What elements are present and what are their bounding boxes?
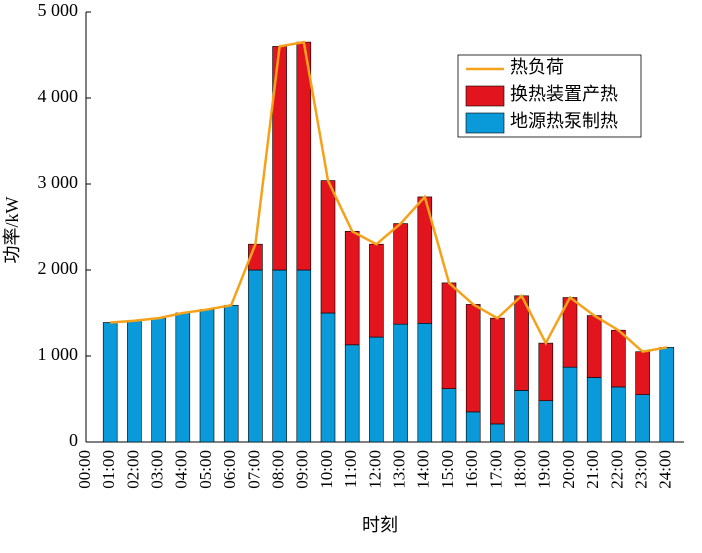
bar [635,351,650,396]
x-tick-label: 02:00 [123,450,142,489]
x-tick-label: 06:00 [220,450,239,489]
bar [465,411,481,443]
x-tick-label: 09:00 [293,450,312,489]
bar [369,336,384,443]
legend-label: 换热装置产热 [510,84,618,104]
bar [586,315,602,378]
x-tick-label: 08:00 [269,450,288,489]
bar [441,388,457,443]
x-tick-label: 11:00 [341,450,360,488]
x-tick-label: 18:00 [511,450,530,489]
bar [586,377,602,443]
y-axis-label: 功率/kW [2,196,22,263]
bar [514,390,529,443]
x-tick-label: 13:00 [390,450,409,489]
legend-swatch [465,85,505,107]
bar [490,423,505,443]
legend-label: 地源热泵制热 [510,111,618,131]
x-tick-label: 14:00 [414,450,433,489]
x-tick-label: 23:00 [632,450,651,489]
bar [344,344,360,443]
legend-label: 热负荷 [510,57,564,77]
y-tick-label: 1 000 [38,344,79,364]
bar [465,304,481,413]
bar [635,394,650,443]
x-tick-label: 24:00 [656,450,675,489]
bar [296,269,312,443]
x-tick-label: 00:00 [75,450,94,489]
y-tick-label: 4 000 [38,86,79,106]
bar [223,304,239,443]
bar [441,282,457,389]
x-tick-label: 01:00 [99,450,118,489]
bar [393,323,408,443]
bar [538,342,554,402]
x-tick-label: 12:00 [365,450,384,489]
bar [514,295,529,391]
line [110,40,668,354]
x-tick-label: 10:00 [317,450,336,489]
x-axis-label: 时刻 [362,515,398,535]
bar [344,231,360,346]
bar [151,317,166,443]
bar [248,269,263,443]
bar [659,347,675,443]
bar [490,317,505,425]
y-tick-label: 2 000 [38,258,79,278]
bar [393,223,408,325]
x-tick-label: 16:00 [462,450,481,489]
legend-swatch [465,112,505,134]
x-tick-label: 20:00 [559,450,578,489]
bar [199,309,215,443]
bar [369,243,384,338]
x-tick-label: 22:00 [607,450,626,489]
y-tick-label: 0 [69,430,78,450]
bar [102,322,118,443]
x-tick-label: 17:00 [486,450,505,489]
bar [320,180,336,314]
bar [611,329,626,388]
bar [320,312,336,443]
bar [127,320,142,443]
x-tick-label: 04:00 [172,450,191,489]
x-tick-label: 07:00 [244,450,263,489]
x-tick-label: 05:00 [196,450,215,489]
bar [611,386,626,443]
y-tick-label: 3 000 [38,172,79,192]
bar [272,269,287,443]
x-tick-label: 21:00 [583,450,602,489]
bar [562,366,578,443]
bar [417,323,433,443]
bar [538,400,554,443]
y-tick-label: 5 000 [38,0,79,20]
x-tick-label: 15:00 [438,450,457,489]
bar [175,312,191,443]
x-tick-label: 19:00 [535,450,554,489]
x-tick-label: 03:00 [148,450,167,489]
